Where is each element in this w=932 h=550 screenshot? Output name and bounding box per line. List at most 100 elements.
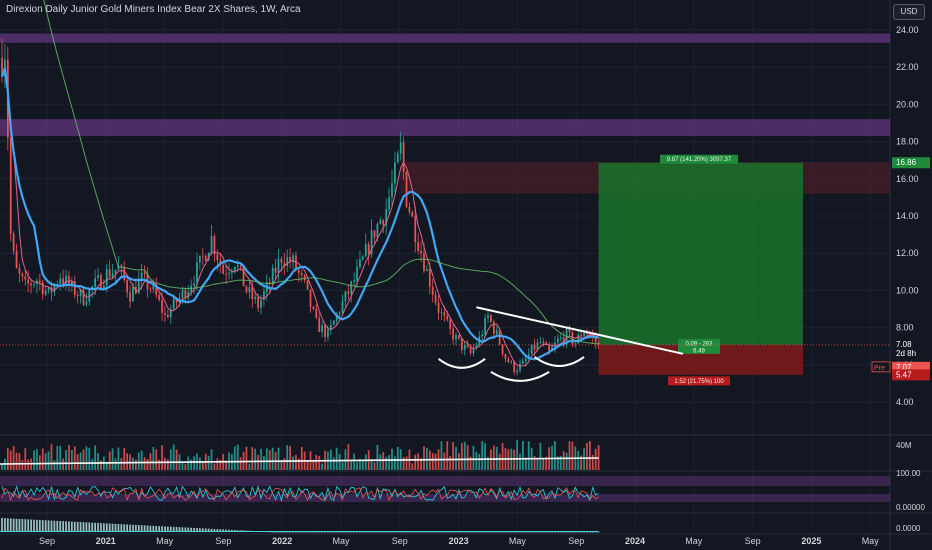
histogram-bar xyxy=(565,532,568,533)
histogram-bar xyxy=(9,518,12,532)
candle-body xyxy=(344,291,347,302)
volume-bar xyxy=(472,445,475,470)
histogram-bar xyxy=(379,532,382,533)
volume-bar xyxy=(132,457,134,470)
histogram-bar xyxy=(495,532,498,533)
volume-bar xyxy=(455,446,457,470)
histogram-bar xyxy=(132,524,134,532)
volume-bar xyxy=(280,460,283,470)
histogram-bar xyxy=(295,532,297,533)
stop-label: 1.52 (21.75%) 100 xyxy=(674,379,724,385)
volume-bar xyxy=(586,442,588,470)
volume-bar xyxy=(216,458,219,470)
currency-button[interactable]: USD xyxy=(893,4,925,20)
volume-bar xyxy=(181,462,184,470)
histogram-bar xyxy=(117,524,120,532)
candle-body xyxy=(332,320,335,325)
volume-bar xyxy=(338,453,341,470)
volume-bar xyxy=(562,451,565,470)
candle-body xyxy=(460,338,463,350)
histogram-bar xyxy=(588,532,591,533)
histogram-bar xyxy=(152,525,155,532)
volume-bar xyxy=(306,461,309,470)
histogram-bar xyxy=(344,532,347,533)
candle-body xyxy=(524,358,527,362)
volume-bar xyxy=(152,446,155,470)
histogram-bar xyxy=(388,532,390,533)
volume-bar xyxy=(239,457,242,470)
candle-body xyxy=(97,274,99,279)
candle-body xyxy=(105,269,108,286)
candle-body xyxy=(490,315,492,322)
candle-body xyxy=(443,312,446,316)
volume-bar xyxy=(466,444,469,470)
histogram-bar xyxy=(414,532,417,533)
volume-bar xyxy=(312,459,315,470)
volume-bar xyxy=(146,458,149,470)
candle-body xyxy=(571,332,574,344)
candle-body xyxy=(184,289,187,299)
drawings[interactable] xyxy=(437,306,684,382)
histogram-bar xyxy=(108,523,111,532)
candle-body xyxy=(158,295,161,301)
volume-bar xyxy=(70,449,73,470)
histogram-bar xyxy=(568,532,571,533)
candle-body xyxy=(111,273,114,278)
histogram-bar xyxy=(431,532,434,533)
volume-bar xyxy=(498,453,501,470)
histogram-bar xyxy=(38,519,41,532)
candle-body xyxy=(359,259,361,268)
candle-body xyxy=(210,236,213,254)
volume-bar xyxy=(492,445,495,470)
candle-body xyxy=(498,330,501,345)
candle-body xyxy=(452,328,454,340)
histogram-bar xyxy=(219,529,222,532)
candle-body xyxy=(18,268,21,274)
candle-body xyxy=(329,324,332,330)
osc-axis-bottom: 0.00000 xyxy=(896,503,925,512)
candle-body xyxy=(318,317,321,332)
histogram-bar xyxy=(315,532,318,533)
histogram-bar xyxy=(507,532,510,533)
candle-body xyxy=(12,233,15,251)
candle-body xyxy=(15,250,18,269)
volume-bar xyxy=(158,459,161,470)
volume-bar xyxy=(524,457,527,470)
volume-bar xyxy=(199,457,201,470)
candle-body xyxy=(236,265,239,268)
candle-body xyxy=(289,257,291,263)
volume-bar xyxy=(382,452,385,470)
histogram-bar xyxy=(213,528,216,532)
histogram-bar xyxy=(597,532,600,533)
y-tick-label: 16.00 xyxy=(896,174,919,184)
histogram-bar xyxy=(204,528,207,532)
histogram-bar xyxy=(356,532,358,533)
volume-bar xyxy=(361,460,364,470)
histogram-bar xyxy=(286,532,289,533)
histogram-bar xyxy=(149,525,152,532)
y-tick-label: 12.00 xyxy=(896,248,919,258)
volume-bar xyxy=(225,460,227,470)
histogram-bar xyxy=(466,532,469,533)
volume-bar xyxy=(187,456,190,470)
candle-body xyxy=(85,301,88,305)
volume-bar xyxy=(542,457,545,470)
candle-body xyxy=(405,171,408,207)
volume-bar xyxy=(487,456,489,470)
volume-bar xyxy=(402,456,405,470)
histogram-bar xyxy=(201,528,204,532)
x-tick-label: May xyxy=(156,536,174,546)
histogram-bar xyxy=(24,519,27,532)
candle-body xyxy=(440,312,443,313)
histogram-bar xyxy=(318,532,321,533)
histogram-bar xyxy=(437,532,440,533)
oscillator-line xyxy=(1,484,599,503)
candle-body xyxy=(204,255,207,261)
ma-fast-line xyxy=(1,67,599,367)
volume-bar xyxy=(329,449,332,470)
volume-bar xyxy=(292,456,294,470)
histogram-bar xyxy=(228,529,230,532)
x-tick-label: May xyxy=(862,536,880,546)
